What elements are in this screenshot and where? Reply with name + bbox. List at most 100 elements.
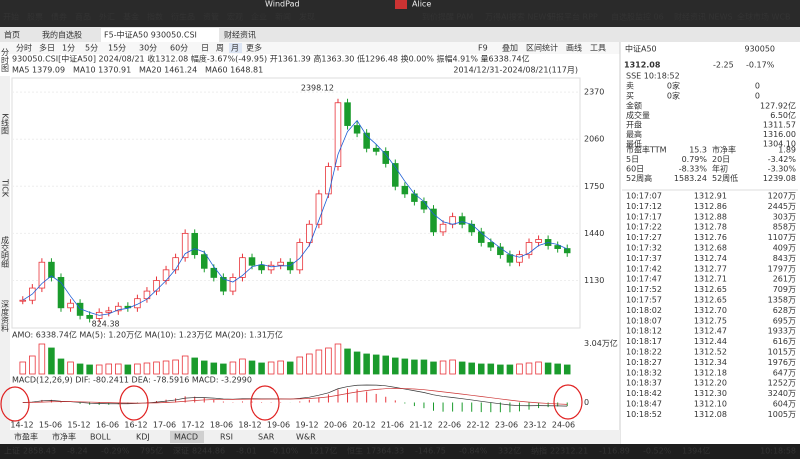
menu-item[interactable]: 开始 [3, 12, 19, 22]
period-tab[interactable]: 15分 [108, 44, 126, 53]
indicator-tab[interactable]: SAR [258, 433, 275, 442]
volume-bar [86, 364, 93, 375]
menu-shortcut[interactable]: 自选股监控 06 [611, 12, 664, 22]
tick-volume: 709万 [773, 285, 796, 294]
book-side: 卖 [626, 82, 634, 91]
tick-price: 1312.71 [694, 275, 727, 284]
status-item: 上证 [4, 447, 20, 456]
x-tick-label: 19-06 [267, 421, 290, 430]
tick-time: 10:18:12 [626, 327, 662, 336]
field-label: 最高 [626, 129, 642, 139]
candle-body [134, 298, 141, 309]
field-label: 成交量 [626, 110, 650, 120]
candle-body [296, 242, 304, 271]
period-tab[interactable]: 30分 [139, 44, 157, 53]
candle-body [191, 232, 198, 256]
menu-shortcut[interactable]: 财经资讯 NEWS [674, 12, 733, 22]
side-label[interactable]: 成交明细 [1, 235, 10, 269]
candle-body [497, 246, 504, 256]
period-tab[interactable]: 5分 [85, 44, 98, 53]
menu-item[interactable]: 商品 [75, 12, 91, 22]
menu-shortcut[interactable]: 全球市场 WCB [737, 12, 791, 22]
x-tick-label: 19-12 [295, 421, 318, 430]
tick-time: 10:17:27 [626, 233, 662, 242]
period-tab[interactable]: 1分 [62, 44, 75, 53]
macd-line: MACD(12,26,9) DIF: -80.2411 DEA: -78.591… [12, 376, 252, 385]
candle-body [306, 223, 313, 243]
stat-label: 52周高 [626, 173, 652, 183]
tick-price: 1312.18 [694, 368, 727, 377]
menu-item[interactable]: 发现 [299, 12, 315, 22]
quote-time: SSE 10:18:52 [626, 72, 680, 81]
stat-label: 年初 [712, 164, 728, 174]
tool-button[interactable]: 工具 [590, 44, 606, 53]
menu-item[interactable]: 资管 [203, 12, 219, 22]
indicator-tab[interactable]: W&R [296, 433, 316, 442]
menu-item[interactable]: 指数 [147, 12, 163, 22]
status-item: 8244.86 [192, 447, 225, 456]
menu-shortcut[interactable]: 万得AI搜索 NEWS [485, 12, 551, 22]
min-label: 824.38 [92, 320, 120, 329]
menu-item[interactable]: 股票 [27, 13, 43, 22]
indicator-tab[interactable]: 市净率 [52, 432, 76, 442]
menu-shortcut[interactable]: 到价提醒 PAM [422, 12, 473, 22]
menu-item[interactable]: 外汇 [99, 12, 115, 22]
menu-item[interactable]: 宏观 [227, 12, 243, 22]
period-tab[interactable]: 分时 [16, 43, 32, 53]
candle-body [458, 216, 466, 225]
period-tab[interactable]: 周 [216, 44, 224, 53]
tick-volume: 647万 [773, 368, 796, 377]
tool-button[interactable]: 叠加 [502, 43, 518, 53]
period-tab[interactable]: 60分 [170, 44, 188, 53]
side-label[interactable]: TICK [1, 178, 10, 198]
volume-bar [76, 363, 84, 375]
tick-volume: 843万 [773, 254, 796, 263]
tick-time: 10:18:32 [626, 368, 662, 377]
ma-legend: MA10 1370.91 [73, 66, 131, 75]
tab[interactable]: 财经资讯 [224, 30, 256, 40]
tool-button[interactable]: 画线 [566, 43, 582, 53]
indicator-tab[interactable]: BOLL [90, 433, 111, 442]
menu-item[interactable]: 基金 [123, 12, 139, 22]
indicator-tab[interactable]: 市盈率 [14, 432, 38, 442]
volume-bar [124, 364, 132, 375]
menu-item[interactable]: 企业 [251, 12, 267, 22]
tick-volume: 1976万 [768, 358, 796, 367]
indicator-bar [0, 430, 620, 444]
volume-bar [306, 353, 313, 375]
tick-volume: 1252万 [768, 379, 796, 388]
volume-bar [248, 360, 256, 375]
period-tab[interactable]: 多日 [39, 43, 55, 53]
field-value: 6.50亿 [770, 110, 796, 120]
volume-bar [162, 360, 170, 375]
period-tab[interactable]: 月 [231, 44, 239, 53]
tab[interactable]: F5-中证A50 930050.CSI [104, 30, 197, 40]
menu-item[interactable]: 新闻 [275, 12, 291, 22]
tick-time: 10:18:42 [626, 389, 662, 398]
period-tab[interactable]: 更多 [246, 43, 262, 53]
indicator-tab[interactable]: RSI [220, 433, 233, 442]
candle-body [229, 277, 237, 292]
tab[interactable]: 首页 [4, 30, 20, 40]
menu-shortcut[interactable]: 研报平台 RPP [548, 12, 598, 22]
candle-body [200, 254, 208, 269]
tool-button[interactable]: 区间统计 [526, 43, 558, 53]
menu-item[interactable]: 衍生品 [171, 12, 195, 22]
candle-body [430, 208, 437, 233]
tab[interactable]: 我的自选股 [42, 30, 82, 40]
tool-button[interactable]: F9 [478, 44, 488, 53]
menu-item[interactable]: 债券 [51, 12, 67, 22]
indicator-tab[interactable]: MACD [174, 433, 198, 442]
volume-bar [258, 362, 265, 375]
side-label[interactable]: K线图 [1, 113, 10, 135]
period-tab[interactable]: 日 [201, 44, 209, 53]
book-side: 买 [626, 92, 634, 101]
x-tick-label: 21-12 [409, 421, 432, 430]
side-label[interactable]: 分时图 [1, 48, 10, 73]
stat-value: -3.42% [768, 155, 797, 164]
indicator-tab[interactable]: KDJ [136, 433, 150, 442]
candle-body [172, 257, 179, 271]
side-label[interactable]: 深度资料 [1, 300, 10, 333]
x-tick-label: 21-06 [381, 421, 404, 430]
volume-bar [477, 363, 485, 375]
